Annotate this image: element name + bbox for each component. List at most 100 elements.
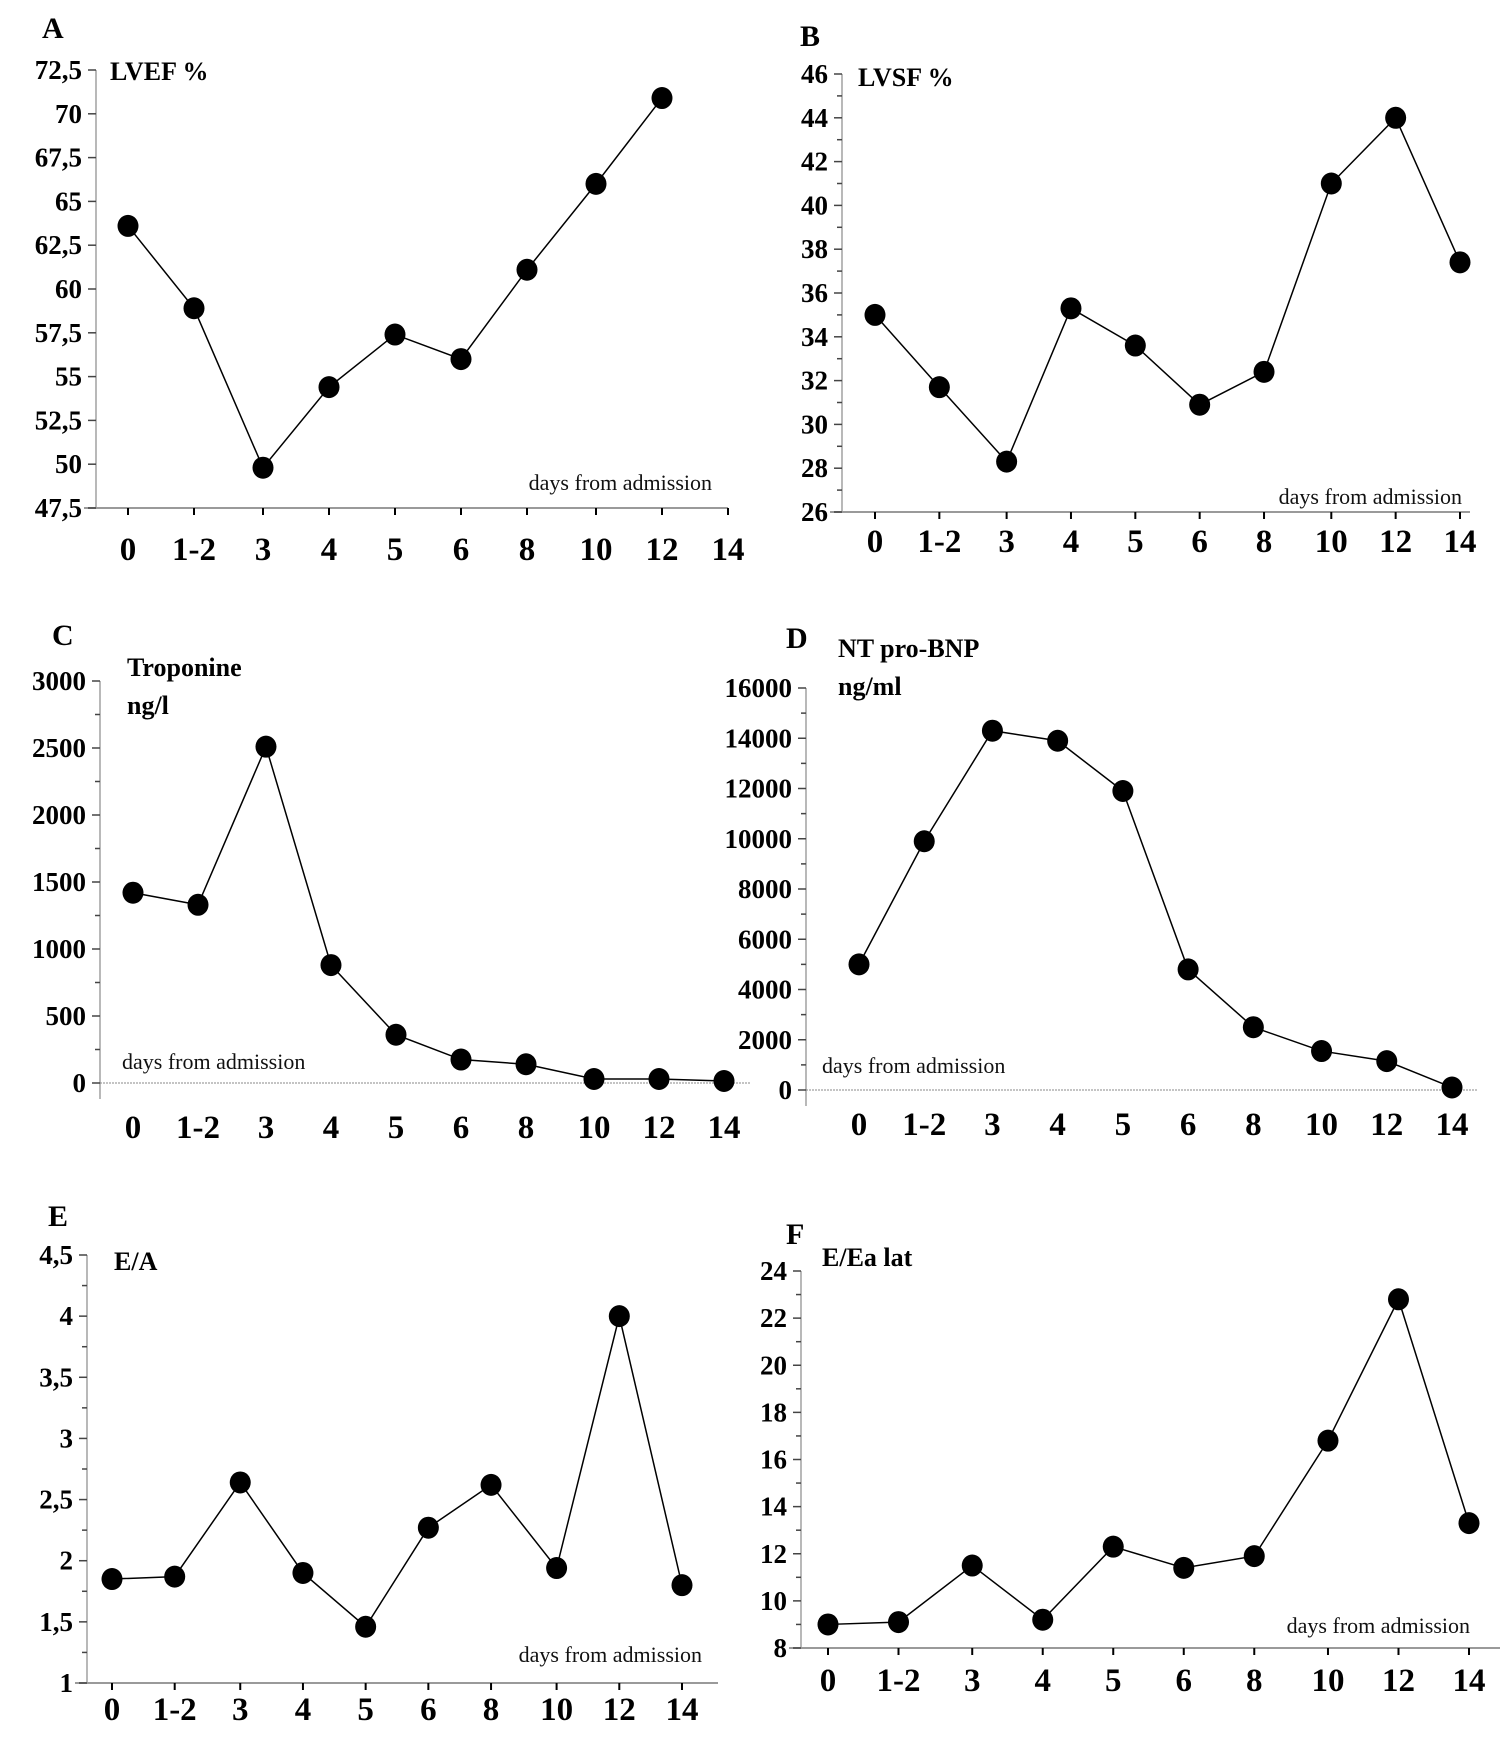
x-tick-label: 8 (483, 1692, 500, 1728)
y-tick-label: 1000 (32, 934, 86, 964)
x-axis-title: days from admission (822, 1053, 1005, 1078)
y-tick-label: 3,5 (39, 1362, 73, 1392)
data-point (1317, 1429, 1339, 1452)
y-tick-label: 57,5 (35, 318, 82, 348)
y-tick-label: 47,5 (35, 493, 82, 523)
measure-label: NT pro-BNP (838, 634, 979, 663)
x-tick-label: 5 (1115, 1107, 1132, 1143)
x-axis-title: days from admission (1287, 1613, 1470, 1638)
y-tick-label: 12000 (725, 774, 793, 804)
y-tick-label: 4 (60, 1301, 74, 1331)
measure-label: ng/ml (838, 672, 902, 701)
series-line (132, 744, 725, 1082)
x-tick-label: 4 (1034, 1663, 1051, 1699)
series-line (127, 97, 663, 470)
data-point (164, 1565, 186, 1588)
y-tick-label: 65 (55, 186, 82, 216)
y-tick-label: 2 (60, 1546, 74, 1576)
data-point (255, 735, 277, 758)
data-point (583, 1067, 605, 1090)
y-tick-label: 70 (55, 99, 82, 129)
x-tick-label: 5 (357, 1692, 374, 1728)
data-point (480, 1473, 502, 1496)
x-tick-label: 8 (1245, 1107, 1262, 1143)
data-point (292, 1561, 314, 1584)
data-point (928, 376, 950, 399)
y-tick-label: 3 (60, 1423, 74, 1453)
x-tick-label: 5 (388, 1110, 405, 1146)
x-axis-title: days from admission (519, 1642, 702, 1667)
x-tick-label: 0 (867, 524, 884, 560)
data-point (913, 830, 935, 853)
x-tick-label: 8 (1246, 1663, 1263, 1699)
data-point (1060, 297, 1082, 320)
y-tick-label: 30 (801, 409, 828, 439)
x-tick-label: 4 (1049, 1107, 1066, 1143)
panel-letter: B (800, 20, 820, 53)
y-tick-label: 2000 (738, 1025, 792, 1055)
data-point (651, 87, 673, 110)
measure-label: E/Ea lat (822, 1243, 913, 1272)
y-tick-label: 1500 (32, 867, 86, 897)
data-point (450, 348, 472, 371)
x-tick-label: 6 (453, 532, 470, 568)
y-tick-label: 6000 (738, 924, 792, 954)
x-tick-label: 0 (820, 1663, 837, 1699)
x-axis-title: days from admission (529, 470, 712, 495)
x-tick-label: 4 (295, 1692, 312, 1728)
x-tick-label: 6 (453, 1110, 470, 1146)
y-tick-label: 14000 (725, 723, 793, 753)
y-tick-label: 8 (774, 1633, 788, 1663)
measure-label: E/A (114, 1247, 158, 1276)
data-point (1177, 958, 1199, 981)
panel-letter: D (786, 622, 808, 655)
x-tick-label: 0 (125, 1110, 142, 1146)
data-point (888, 1611, 910, 1634)
data-point (1173, 1556, 1195, 1579)
x-tick-label: 6 (1176, 1663, 1193, 1699)
y-tick-label: 42 (801, 147, 828, 177)
x-tick-label: 5 (387, 532, 404, 568)
y-tick-label: 16000 (725, 673, 793, 703)
y-tick-label: 18 (760, 1397, 787, 1427)
data-point (1387, 1288, 1409, 1311)
y-tick-label: 44 (801, 103, 828, 133)
data-point (1243, 1545, 1265, 1568)
y-tick-label: 1,5 (39, 1607, 73, 1637)
x-tick-label: 8 (519, 532, 536, 568)
panel-f: F E/Ea lat 8 10 12 14 16 18 20 22 24 0 1-2 3 4 5 6 8 10 12 1… (760, 1218, 1500, 1699)
data-point (648, 1067, 670, 1090)
panel-letter: F (786, 1218, 804, 1251)
x-tick-label: 1-2 (877, 1663, 921, 1699)
data-point (1032, 1608, 1054, 1631)
data-point (1449, 251, 1471, 274)
x-tick-label: 12 (1370, 1107, 1403, 1143)
data-point (187, 893, 209, 916)
y-tick-label: 8000 (738, 874, 792, 904)
series-line (111, 1315, 683, 1628)
x-tick-label: 12 (642, 1110, 675, 1146)
data-point (1189, 393, 1211, 416)
x-tick-label: 0 (851, 1107, 868, 1143)
x-tick-label: 3 (255, 532, 272, 568)
x-tick-label: 3 (998, 524, 1015, 560)
y-tick-label: 16 (760, 1445, 787, 1475)
measure-label: LVSF % (858, 63, 954, 92)
data-point (848, 953, 870, 976)
x-tick-label: 6 (1191, 524, 1208, 560)
x-tick-label: 0 (120, 532, 137, 568)
data-point (981, 719, 1003, 742)
x-tick-label: 4 (321, 532, 338, 568)
data-point (1112, 780, 1134, 803)
y-tick-label: 0 (779, 1075, 793, 1105)
data-point (252, 456, 274, 479)
x-tick-label: 14 (1453, 1663, 1486, 1699)
y-tick-label: 60 (55, 274, 82, 304)
data-point (122, 881, 144, 904)
y-tick-label: 26 (801, 497, 828, 527)
x-axis-title: days from admission (122, 1049, 305, 1074)
x-tick-label: 1-2 (153, 1692, 197, 1728)
data-point (417, 1516, 439, 1539)
